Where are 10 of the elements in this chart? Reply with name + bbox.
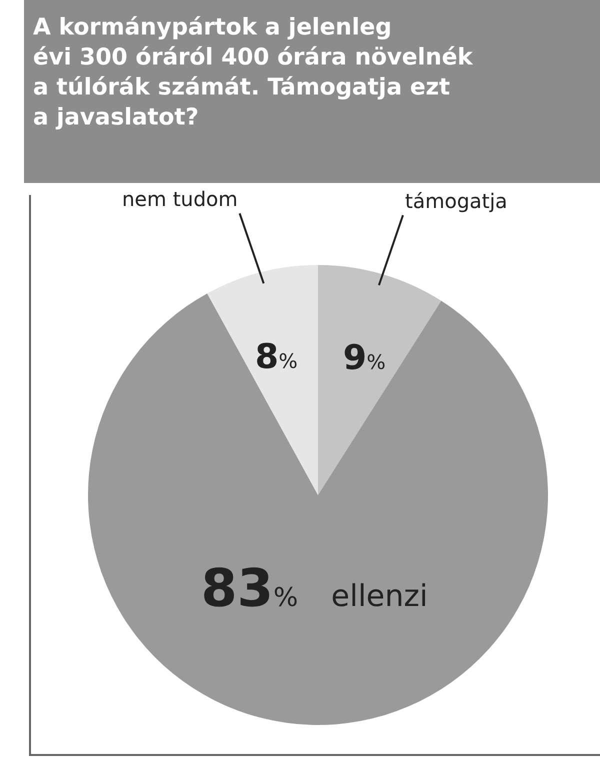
- slice-label: nem tudom: [122, 187, 238, 211]
- slice-label: ellenzi: [331, 579, 428, 614]
- pie-slice: [88, 293, 548, 725]
- pie-slice: [207, 265, 318, 495]
- chart-title: A kormánypártok a jelenleg évi 300 óráról 400 órára növelnék a túlórák számát. Támogatja ezt a javaslatot?: [33, 14, 474, 130]
- pie-slice: [318, 265, 442, 495]
- slice-label: támogatja: [405, 189, 508, 213]
- data-label: 9%: [343, 338, 386, 378]
- data-label: 83%: [201, 559, 298, 619]
- data-label: 8%: [255, 337, 298, 377]
